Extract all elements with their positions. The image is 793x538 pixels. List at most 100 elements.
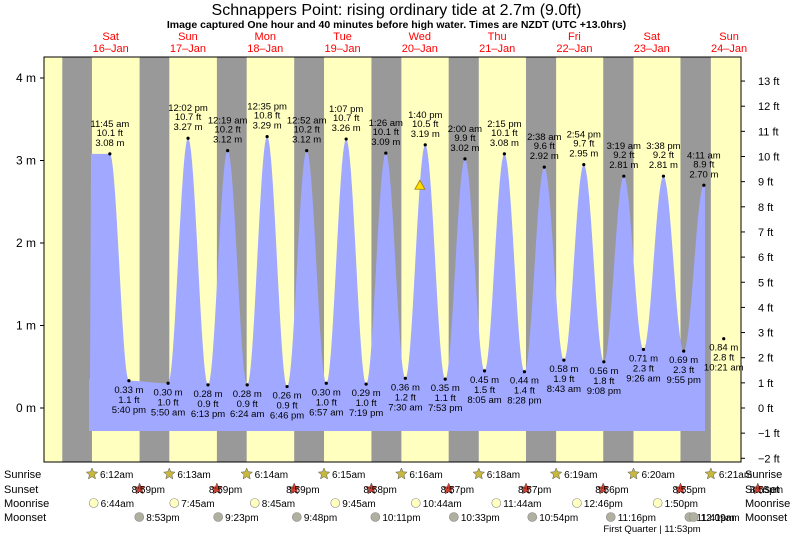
sunset-time: 8:55pm [672,485,705,496]
moonrise-time: 8:45am [262,499,295,510]
low-tide-m-label: 0.58 m [549,364,578,375]
high-tide-ft-label: 10.5 ft [412,119,439,130]
low-tide-point [166,381,170,385]
low-tide-ft-label: 1.0 ft [356,398,377,409]
high-tide-time-label: 3:19 am [607,141,641,152]
high-tide-m-label: 3.29 m [253,121,282,132]
row-label-left: Moonset [4,512,46,524]
low-tide-m-label: 0.26 m [273,391,302,402]
high-tide-m-label: 3.02 m [450,143,479,154]
low-tide-ft-label: 1.5 ft [474,385,495,396]
low-tide-ft-label: 0.9 ft [276,401,297,412]
high-tide-time-label: 2:00 am [448,124,482,135]
low-tide-time-label: 5:50 am [151,407,185,418]
low-tide-m-label: 0.36 m [391,382,420,393]
sunrise-icon [317,467,331,480]
row-label-right: Sunrise [745,469,782,481]
high-tide-m-label: 2.81 m [609,160,638,171]
moonset-time: 8:53pm [146,513,179,524]
low-tide-ft-label: 1.1 ft [435,393,456,404]
low-tide-time-label: 8:43 am [547,384,581,395]
low-tide-time-label: 9:08 pm [587,386,621,397]
high-tide-m-label: 2.92 m [530,151,559,162]
high-tide-time-label: 12:35 pm [247,102,287,113]
sunset-time: 8:59pm [209,485,242,496]
day-date-label: 16–Jan [93,43,129,55]
high-tide-time-label: 12:02 pm [168,103,208,114]
low-tide-ft-label: 0.9 ft [197,399,218,410]
low-tide-m-label: 0.69 m [669,355,698,366]
moonrise-icon [88,498,99,508]
right-axis-label: 13 ft [758,76,779,88]
high-tide-m-label: 3.12 m [213,135,242,146]
low-tide-m-label: 0.30 m [154,387,183,398]
moonrise-icon [491,498,502,508]
high-tide-point [582,163,586,167]
sunrise-time: 6:21am [719,470,752,481]
high-tide-time-label: 1:26 am [369,118,403,129]
sunrise-icon [704,467,718,480]
high-tide-ft-label: 8.9 ft [693,159,714,170]
high-tide-point [423,143,427,147]
high-tide-point [265,134,269,139]
day-date-label: 21–Jan [479,43,515,55]
high-tide-point [502,152,506,156]
high-tide-point [542,165,546,169]
right-axis-label: 7 ft [758,227,773,239]
high-tide-ft-label: 10.8 ft [254,111,281,122]
left-axis-label: 3 m [16,154,36,168]
high-tide-m-label: 2.95 m [569,149,598,160]
low-tide-point [127,379,131,383]
low-tide-ft-label: 1.0 ft [158,397,179,408]
high-tide-m-label: 2.81 m [649,160,678,171]
high-tide-m-label: 3.27 m [174,122,203,133]
right-axis-label: 4 ft [758,302,773,314]
sunset-time: 8:59pm [132,485,165,496]
moonset-icon [449,512,459,522]
high-tide-time-label: 1:40 pm [408,110,442,121]
tide-curve [89,136,705,431]
low-tide-time-label: 6:24 am [230,409,264,420]
low-tide-time-label: 9:55 pm [667,375,701,386]
moon-phase-note: First Quarter | 11:53pm [603,524,700,535]
high-tide-m-label: 3.26 m [332,123,361,134]
day-name-label: Sat [643,31,660,43]
moonrise-icon [652,498,663,508]
low-tide-time-label: 8:28 pm [507,396,541,407]
low-tide-point [364,382,368,386]
low-tide-m-label: 0.45 m [470,375,499,386]
high-tide-point [622,174,626,178]
high-tide-time-label: 4:11 am [687,150,721,161]
row-label-left: Sunrise [4,469,41,481]
sunrise-time: 6:16am [409,470,442,481]
row-label-left: Moonrise [4,498,49,510]
sunset-icon [596,482,610,495]
sunrise-icon [395,467,408,480]
low-tide-time-label: 7:30 am [388,402,422,413]
day-name-label: Sun [178,31,198,43]
moonset-icon [370,512,381,522]
day-date-label: 20–Jan [402,43,438,55]
moonset-time: 9:48pm [304,513,337,524]
high-tide-ft-label: 10.1 ft [97,128,124,139]
low-tide-point [522,370,527,374]
low-tide-point [443,377,447,381]
high-tide-time-label: 2:54 pm [567,130,601,141]
low-tide-point [562,358,566,362]
moonrise-icon [330,498,341,508]
low-tide-ft-label: 1.9 ft [553,374,574,385]
low-tide-ft-label: 0.9 ft [237,399,258,410]
low-tide-point [206,383,210,387]
low-tide-time-label: 10:21 am [704,363,744,374]
low-tide-time-label: 7:53 pm [428,403,462,414]
low-tide-m-label: 0.29 m [352,388,381,399]
moonrise-time: 11:44am [503,499,541,510]
sunrise-time: 6:18am [487,470,520,481]
high-tide-ft-label: 9.9 ft [454,133,475,144]
sunset-time: 8:56pm [595,485,628,496]
low-tide-time-label: 7:19 pm [349,408,383,419]
moonset-time: 10:11pm [382,513,420,524]
moonset-icon [605,512,616,522]
left-axis-label: 2 m [16,236,36,250]
moonrise-icon [169,498,180,508]
